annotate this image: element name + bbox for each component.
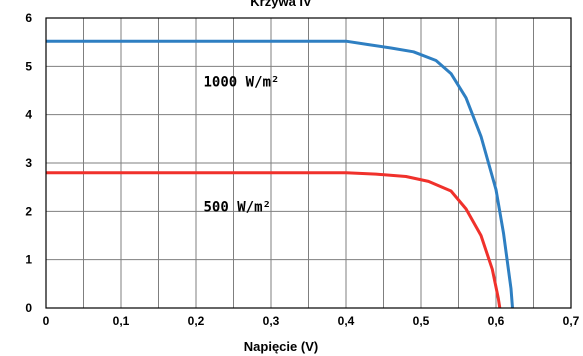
x-tick-label: 0,4 <box>338 314 355 328</box>
series-lines <box>46 39 514 309</box>
y-tick-label: 4 <box>25 108 32 122</box>
x-tick-label: 0,5 <box>413 314 430 328</box>
x-axis-ticks: 0 0,1 0,2 0,3 0,4 0,5 0,6 0,7 <box>43 314 580 328</box>
x-tick-label: 0,1 <box>113 314 130 328</box>
y-tick-label: 5 <box>25 59 32 73</box>
y-tick-label: 6 <box>25 11 32 25</box>
series-line <box>46 171 502 309</box>
y-axis-ticks: 0 1 2 3 4 5 6 <box>25 11 32 315</box>
x-axis-title: Napięcie (V) <box>244 339 318 354</box>
chart-title: Krzywa IV <box>250 0 312 9</box>
x-tick-label: 0,7 <box>563 314 580 328</box>
series-label: 500 W/m² <box>204 199 271 215</box>
y-tick-label: 2 <box>25 204 32 218</box>
series-labels: 1000 W/m² 500 W/m² <box>204 75 280 216</box>
y-tick-label: 3 <box>25 156 32 170</box>
y-tick-label: 0 <box>25 301 32 315</box>
x-tick-label: 0,6 <box>488 314 505 328</box>
series-line <box>46 39 514 309</box>
x-tick-label: 0 <box>43 314 50 328</box>
series-label: 1000 W/m² <box>204 75 280 91</box>
plot-frame <box>45 17 572 309</box>
x-tick-label: 0,3 <box>263 314 280 328</box>
x-tick-label: 0,2 <box>188 314 205 328</box>
y-tick-label: 1 <box>25 253 32 267</box>
